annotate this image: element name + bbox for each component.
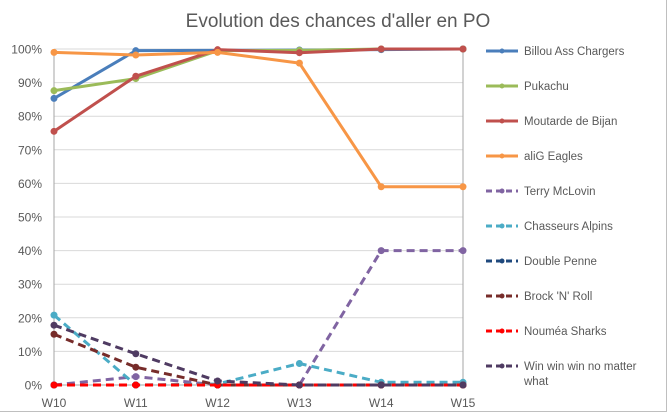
legend-item: Nouméa Sharks xyxy=(486,326,607,338)
legend-label: Billou Ass Chargers xyxy=(524,46,625,58)
legend-marker xyxy=(499,328,505,334)
legend-item: Double Penne xyxy=(486,256,597,268)
legend-label: Brock 'N' Roll xyxy=(524,291,592,303)
data-point xyxy=(377,45,385,53)
data-point xyxy=(459,381,467,389)
y-tick-label: 60% xyxy=(18,177,42,191)
data-point xyxy=(50,87,58,95)
data-point xyxy=(459,45,467,53)
data-point xyxy=(50,311,58,319)
data-point xyxy=(459,183,467,191)
data-point xyxy=(50,321,58,329)
legend-item: Billou Ass Chargers xyxy=(486,46,625,58)
x-tick-label: W11 xyxy=(124,396,148,410)
legend-item: aliG Eagles xyxy=(486,151,583,163)
data-point xyxy=(50,48,58,56)
legend-marker xyxy=(499,118,505,124)
y-tick-label: 90% xyxy=(18,76,42,90)
data-point xyxy=(132,72,140,80)
y-tick-label: 10% xyxy=(18,345,42,359)
legend-marker xyxy=(499,188,505,194)
data-point xyxy=(132,373,140,381)
data-point xyxy=(377,247,385,255)
legend-marker xyxy=(499,83,505,89)
legend-item: Moutarde de Bijan xyxy=(486,116,617,128)
legend-marker xyxy=(499,363,505,369)
legend-marker xyxy=(499,223,505,229)
data-point xyxy=(50,94,58,102)
data-point xyxy=(132,350,140,358)
x-tick-label: W14 xyxy=(369,396,394,410)
data-point xyxy=(377,183,385,191)
legend-label: Nouméa Sharks xyxy=(524,326,607,338)
data-point xyxy=(214,377,222,385)
x-tick-label: W10 xyxy=(42,396,67,410)
y-tick-label: 40% xyxy=(18,244,42,258)
data-point xyxy=(50,330,58,338)
y-tick-label: 80% xyxy=(18,110,42,124)
legend-label: Chasseurs Alpins xyxy=(524,221,613,233)
legend-item: Terry McLovin xyxy=(486,186,596,198)
y-tick-label: 70% xyxy=(18,143,42,157)
legend-label: Moutarde de Bijan xyxy=(524,116,617,128)
series-line xyxy=(53,47,463,133)
legend-item: Chasseurs Alpins xyxy=(486,221,613,233)
data-point xyxy=(132,363,140,371)
series-9 xyxy=(50,321,467,389)
legend-label: Pukachu xyxy=(524,81,569,93)
data-point xyxy=(132,51,140,59)
series-line xyxy=(53,323,463,387)
legend-label: Terry McLovin xyxy=(524,186,596,198)
x-tick-label: W13 xyxy=(287,396,312,410)
data-point xyxy=(377,381,385,389)
legend-marker xyxy=(499,153,505,159)
data-point xyxy=(50,127,58,135)
y-tick-label: 0% xyxy=(25,379,43,393)
data-point xyxy=(295,59,303,67)
series-line xyxy=(53,50,463,189)
data-point xyxy=(295,381,303,389)
series-line xyxy=(53,249,463,387)
chart-title: Evolution des chances d'aller en PO xyxy=(186,11,491,32)
legend-label: Win win win no matter what xyxy=(523,361,637,388)
data-point xyxy=(295,359,303,367)
legend-item: Win win win no matter what xyxy=(486,361,637,388)
y-tick-label: 50% xyxy=(18,211,42,225)
legend-item: Brock 'N' Roll xyxy=(486,291,592,303)
data-point xyxy=(214,48,222,56)
legend-marker xyxy=(499,48,505,54)
legend-marker xyxy=(499,293,505,299)
y-tick-label: 100% xyxy=(11,43,42,57)
data-point xyxy=(295,49,303,57)
data-point xyxy=(459,247,467,255)
legend-label: aliG Eagles xyxy=(524,151,583,163)
y-tick-label: 30% xyxy=(18,278,42,292)
series-3 xyxy=(50,48,467,191)
data-point xyxy=(50,381,58,389)
data-point xyxy=(132,381,140,389)
x-tick-label: W12 xyxy=(205,396,230,410)
series-5 xyxy=(50,311,467,389)
series-line xyxy=(53,332,463,387)
legend-item: Pukachu xyxy=(486,81,569,93)
y-tick-label: 20% xyxy=(18,311,42,325)
series-line xyxy=(53,313,463,387)
x-tick-label: W15 xyxy=(451,396,476,410)
legend-marker xyxy=(499,258,505,264)
legend-label: Double Penne xyxy=(524,256,597,268)
